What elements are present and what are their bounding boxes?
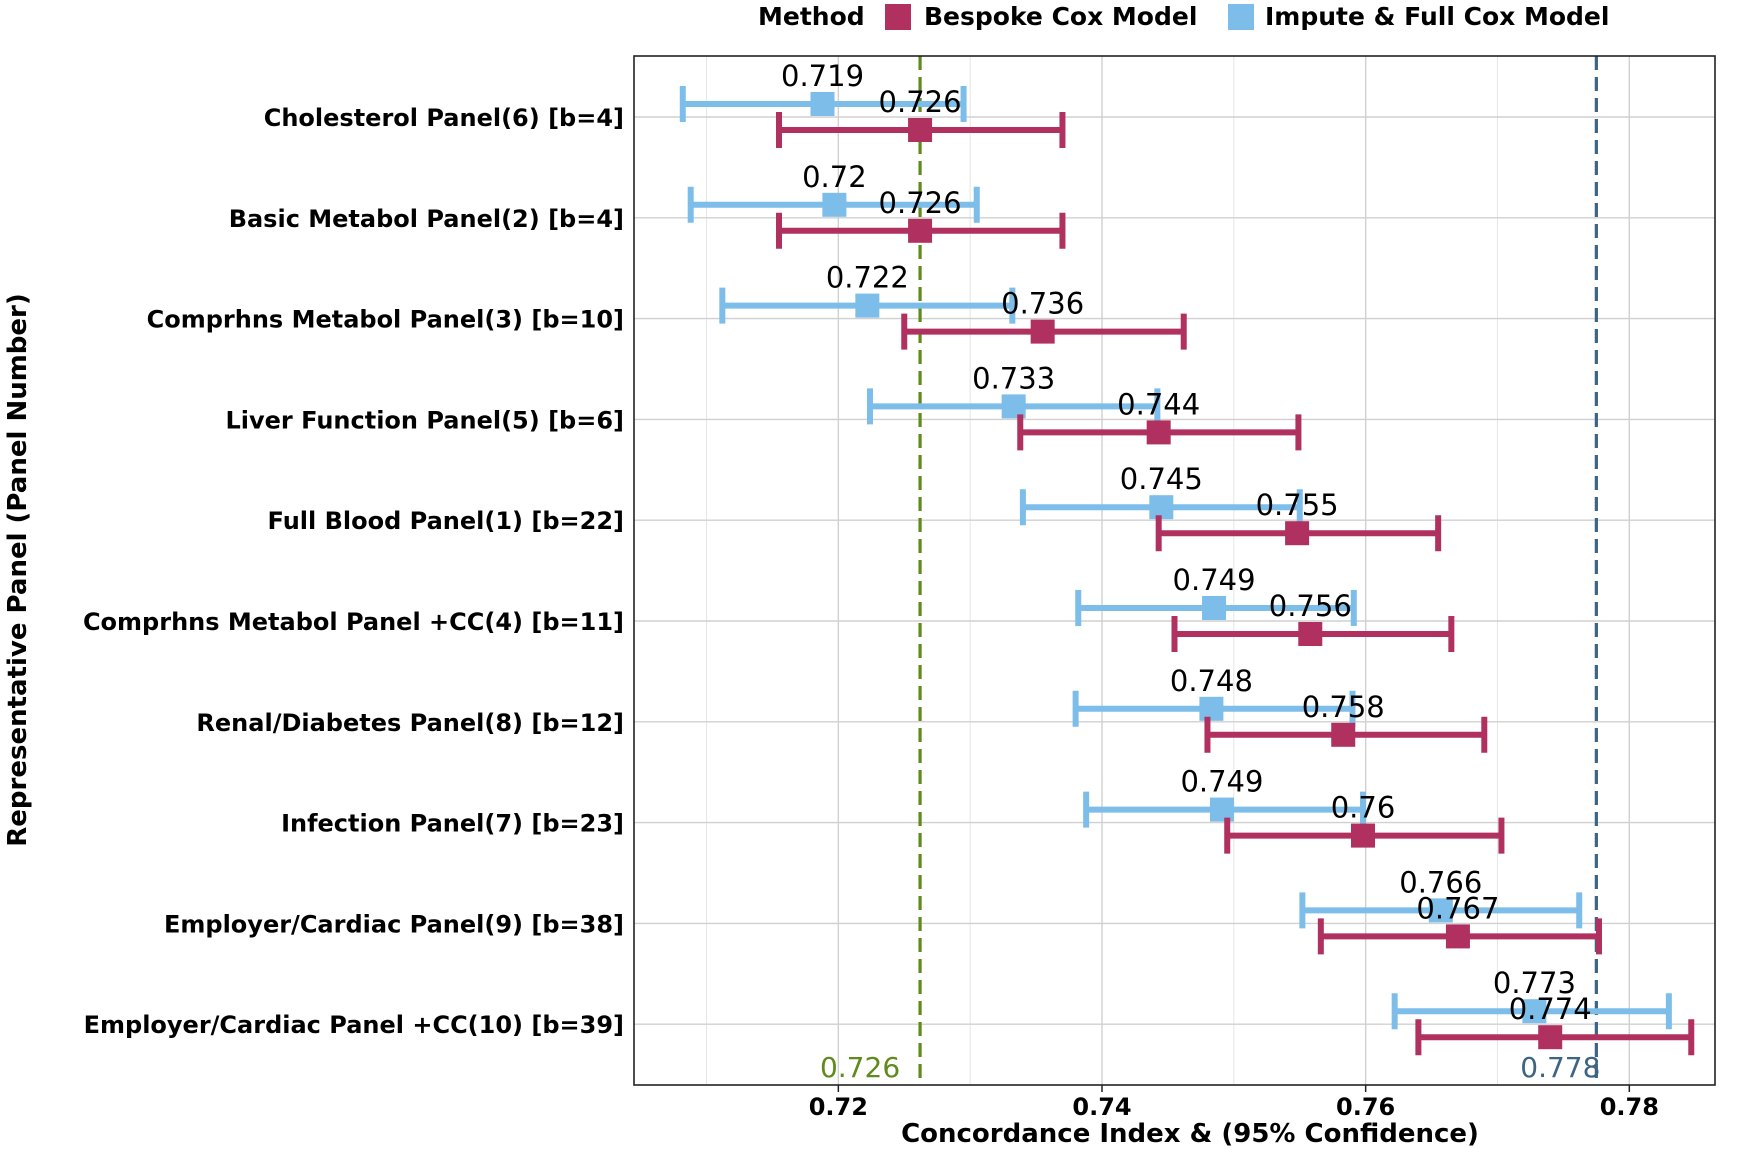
data-label: 0.76 [1331,791,1396,825]
category-label: Full Blood Panel(1) [b=22] [268,507,624,535]
point-estimate [1522,999,1547,1024]
x-axis-title: Concordance Index & (95% Confidence) [901,1119,1479,1149]
point-estimate [810,92,835,116]
data-label: 0.744 [1117,387,1200,421]
category-label: Employer/Cardiac Panel(9) [b=38] [164,910,624,938]
error-bar-group: 0.749 [1083,765,1367,828]
error-bar-group: 0.766 [1299,865,1583,929]
data-label: 0.766 [1399,865,1482,899]
error-bar-group: 0.773 [1391,966,1672,1030]
point-estimate [1001,394,1026,419]
error-bar-group: 0.749 [1075,563,1357,626]
point-estimate [1146,420,1171,445]
data-label: 0.733 [972,361,1055,395]
point-estimate [1351,823,1376,848]
point-estimate [1428,898,1453,923]
error-bar-group: 0.756 [1171,589,1455,652]
data-label: 0.756 [1269,589,1352,623]
category-label: Renal/Diabetes Panel(8) [b=12] [196,709,624,737]
reference-line-label: 0.778 [1520,1051,1600,1084]
plot-frame [633,55,1716,1086]
data-label: 0.72 [802,160,867,194]
data-label: 0.726 [879,186,962,220]
data-label: 0.748 [1170,664,1253,698]
data-label: 0.722 [826,261,909,295]
point-estimate [1445,924,1470,949]
point-estimate [822,192,847,217]
point-estimate [1199,696,1224,721]
category-label: Comprhns Metabol Panel(3) [b=10] [147,306,624,334]
legend-swatch-bespoke [885,4,911,30]
category-label: Basic Metabol Panel(2) [b=4] [229,205,624,233]
error-bar-group: 0.758 [1204,690,1488,753]
legend-label-bespoke: Bespoke Cox Model [924,2,1197,31]
point-estimate [1030,319,1055,344]
error-bar-group: 0.774 [1415,992,1695,1056]
error-bar-group: 0.726 [776,186,1066,249]
category-label: Liver Function Panel(5) [b=6] [225,406,624,434]
data-label: 0.749 [1173,563,1256,597]
legend: Method Bespoke Cox Model Impute & Full C… [758,2,1609,31]
data-label: 0.726 [879,85,962,119]
data-label: 0.719 [781,59,864,93]
point-estimate [908,118,933,142]
point-estimate [1331,722,1356,747]
data-label: 0.755 [1256,488,1339,522]
data-label: 0.774 [1509,992,1592,1026]
legend-swatch-impute [1228,4,1254,30]
error-bar-group: 0.72 [687,160,980,223]
y-axis-title: Representative Panel (Panel Number) [3,293,33,847]
error-bar-group: 0.722 [719,261,1016,324]
point-estimate [1202,596,1227,620]
data-label: 0.767 [1416,891,1499,925]
category-labels: Cholesterol Panel(6) [b=4] Basic Metabol … [83,104,624,1039]
legend-title: Method [758,2,865,31]
error-bar-group: 0.767 [1317,891,1602,955]
error-bar-group: 0.748 [1072,664,1356,727]
point-estimate [1538,1025,1563,1050]
legend-label-impute: Impute & Full Cox Model [1265,2,1609,31]
point-estimate [855,293,880,318]
error-bar-group: 0.733 [866,361,1161,425]
error-bar-group: 0.719 [679,59,967,122]
data-label: 0.749 [1180,765,1263,799]
error-bar-group: 0.726 [776,85,1066,148]
error-bar-group: 0.755 [1155,488,1442,552]
error-bar-group: 0.745 [1019,462,1303,526]
category-label: Employer/Cardiac Panel +CC(10) [b=39] [84,1011,624,1039]
point-estimate [1285,521,1310,546]
data-label: 0.736 [1001,287,1084,321]
x-tick-labels: 0.72 0.74 0.76 0.78 [809,1085,1659,1121]
category-label: Infection Panel(7) [b=23] [281,810,624,838]
x-tick-label: 0.74 [1072,1093,1131,1121]
point-estimate [1298,622,1323,646]
category-label: Cholesterol Panel(6) [b=4] [264,104,624,132]
error-bar-group: 0.736 [901,287,1187,350]
data-marks: 0.719 0.72 0.722 0.733 0.745 0.749 0.748 0.749 0… [679,59,1695,1056]
reference-line-label: 0.726 [820,1051,900,1084]
error-bar-group: 0.744 [1017,387,1302,451]
point-estimate [908,218,933,243]
category-label: Comprhns Metabol Panel +CC(4) [b=11] [83,608,624,636]
data-label: 0.758 [1302,690,1385,724]
x-tick-label: 0.78 [1600,1093,1659,1121]
point-estimate [1209,797,1234,822]
data-label: 0.745 [1120,462,1203,496]
error-bar-group: 0.76 [1224,791,1505,854]
x-tick-label: 0.76 [1336,1093,1395,1121]
data-label: 0.773 [1493,966,1576,1000]
x-tick-label: 0.72 [809,1093,868,1121]
